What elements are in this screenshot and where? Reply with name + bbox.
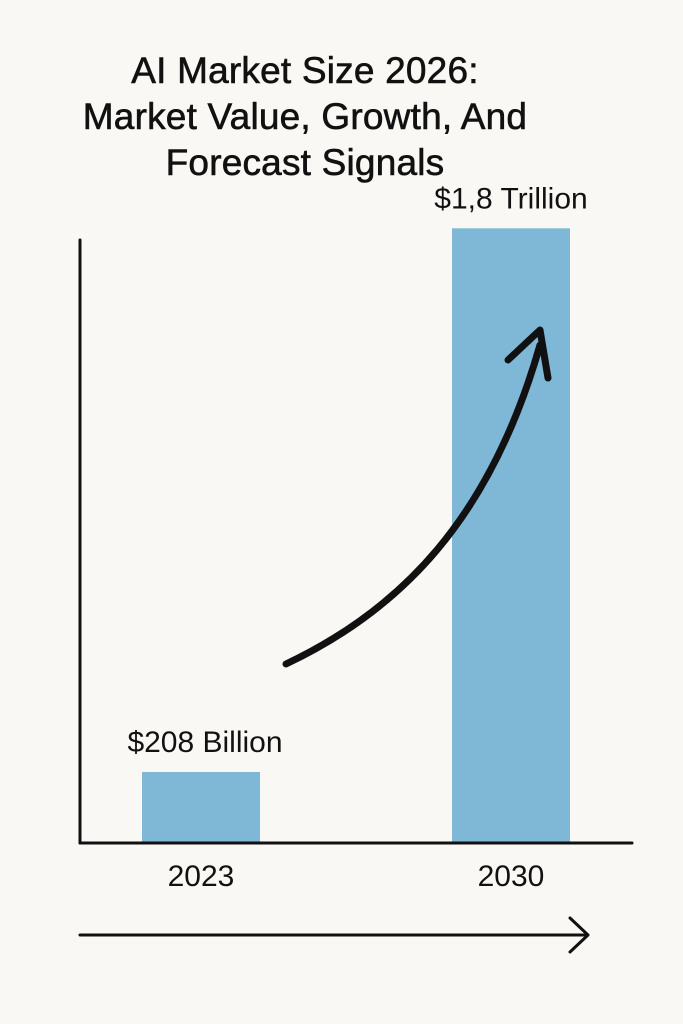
data-label-2030: $1,8 Trillion bbox=[434, 182, 587, 215]
title-line-1: AI Market Size 2026: bbox=[131, 50, 479, 92]
ticks-layer: 2023 2030 bbox=[168, 860, 545, 893]
labels-layer: $208 Billion $1,8 Trillion bbox=[127, 182, 587, 759]
chart-title: AI Market Size 2026: Market Value, Growt… bbox=[0, 48, 610, 186]
bars-layer bbox=[142, 228, 570, 844]
growth-arrow-head bbox=[504, 326, 552, 382]
growth-arrow-curve bbox=[282, 341, 544, 668]
timeline-arrow-head bbox=[568, 916, 590, 954]
bar-2030 bbox=[452, 228, 570, 844]
x-tick-label-2030: 2030 bbox=[478, 860, 545, 893]
bar-2023 bbox=[142, 771, 260, 843]
data-label-2023: $208 Billion bbox=[127, 726, 282, 759]
x-tick-label-2023: 2023 bbox=[168, 860, 235, 893]
title-line-3: Forecast Signals bbox=[165, 142, 445, 184]
title-line-2: Market Value, Growth, And bbox=[82, 96, 528, 138]
